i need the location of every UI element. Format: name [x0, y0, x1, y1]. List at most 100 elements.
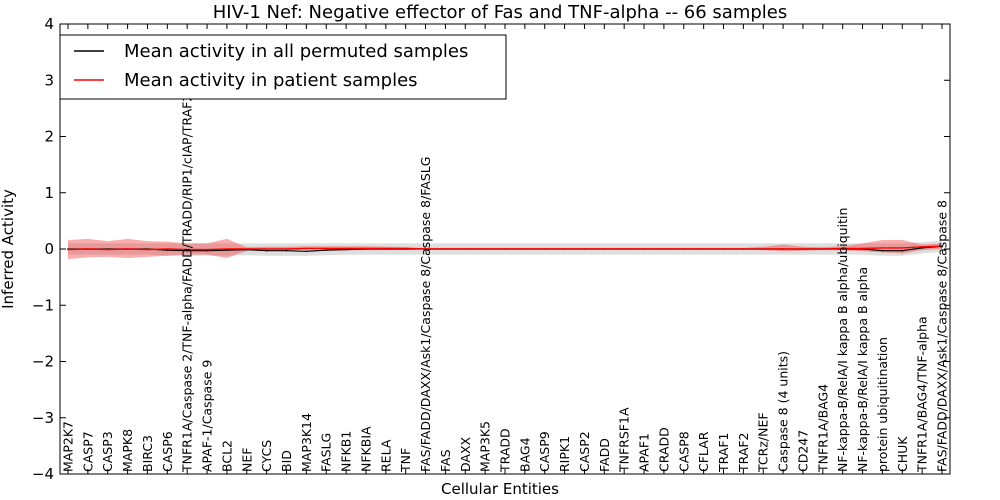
- x-tick-label: CD247: [796, 430, 811, 472]
- x-tick-label: FADD: [597, 438, 612, 472]
- series-2-point: [861, 247, 864, 250]
- x-tick-label: NFKBIA: [359, 426, 374, 472]
- legend-box: [59, 34, 507, 100]
- series-2-point: [265, 248, 268, 250]
- series-2-point: [444, 248, 447, 250]
- x-tick-label: FAS: [438, 449, 453, 472]
- y-axis-label: Inferred Activity: [0, 189, 17, 309]
- x-tick-label: APAF1: [637, 433, 652, 472]
- series-2-point: [682, 248, 685, 250]
- series-2-point: [623, 248, 625, 250]
- series-2-point: [126, 248, 129, 250]
- series-2-point: [67, 248, 69, 251]
- series-2-point: [583, 248, 586, 250]
- series-2-point: [762, 248, 765, 250]
- y-tick-label: −3: [32, 409, 54, 427]
- x-tick-label: APAF-1/Caspase 9: [200, 360, 215, 472]
- series-2-point: [484, 248, 486, 250]
- y-tick-label: −1: [32, 296, 54, 314]
- x-tick-label: RELA: [378, 439, 393, 472]
- series-2-point: [365, 247, 367, 250]
- x-tick-label: CASP9: [537, 431, 552, 472]
- x-tick-label: TRAF2: [736, 432, 751, 473]
- x-tick-label: TNFR1A/BAG4: [815, 384, 830, 473]
- x-tick-label: protein ubiquitination: [875, 337, 890, 472]
- series-2-point: [325, 247, 328, 250]
- series-2-point: [385, 247, 387, 250]
- x-tick-label: TNFR1A/Caspase 2/TNF-alpha/FADD/TRADD/RI…: [180, 94, 195, 473]
- x-tick-label: FASLG: [319, 433, 334, 472]
- series-2-point: [822, 248, 824, 250]
- series-2-point: [146, 248, 149, 251]
- y-tick-label: 2: [44, 128, 54, 146]
- series-1-point: [265, 249, 268, 252]
- series-2-point: [702, 248, 705, 250]
- series-2-point: [305, 247, 308, 250]
- x-tick-label: CASP8: [676, 431, 691, 472]
- series-2-point: [802, 248, 804, 250]
- series-2-point: [285, 248, 288, 250]
- x-tick-label: RIPK1: [557, 436, 572, 472]
- x-axis-label: Cellular Entities: [441, 480, 559, 498]
- series-2-point: [206, 248, 208, 251]
- y-tick-label: 0: [44, 240, 54, 258]
- x-tick-label: NEF: [239, 448, 254, 472]
- series-2-point: [524, 248, 526, 250]
- x-tick-label: CASP2: [577, 431, 592, 472]
- x-tick-label: MAP2K7: [61, 421, 76, 472]
- x-tick-label: BID: [279, 450, 294, 472]
- series-2-point: [464, 248, 467, 250]
- y-tick-label: 3: [44, 71, 54, 89]
- series-2-point: [901, 247, 904, 249]
- series-2-point: [742, 248, 745, 250]
- series-2-point: [166, 248, 169, 250]
- x-tick-label: FAS/FADD/DAXX/Ask1/Caspase 8/Caspase 8/F…: [418, 157, 433, 472]
- legend: Mean activity in all permuted samples Mea…: [59, 34, 507, 100]
- series-2-point: [345, 247, 347, 250]
- x-tick-label: TNFR1A/BAG4/TNF-alpha: [915, 316, 930, 473]
- y-tick-label: −4: [32, 465, 54, 483]
- series-2-point: [722, 248, 725, 250]
- x-tick-label: MAPK8: [120, 429, 135, 472]
- x-tick-label: CFLAR: [696, 431, 711, 472]
- series-1-point: [325, 249, 328, 251]
- y-tick-label: 1: [44, 184, 54, 202]
- x-tick-label: TNF: [398, 448, 413, 473]
- series-2-point: [563, 248, 566, 250]
- series-2-point: [603, 248, 606, 250]
- x-tick-label: Caspase 8 (4 units): [776, 351, 791, 472]
- series-2-point: [543, 248, 546, 250]
- series-2-point: [504, 248, 506, 250]
- x-tick-label: CASP3: [100, 431, 115, 472]
- series-1-point: [166, 249, 169, 251]
- series-1-point: [285, 249, 288, 252]
- x-tick-label: TNFRSF1A: [617, 407, 632, 473]
- series-2-point: [424, 248, 427, 250]
- x-tick-label: CASP7: [80, 431, 95, 472]
- x-tick-label: TRADD: [498, 428, 513, 473]
- x-tick-label: BIRC3: [140, 435, 155, 472]
- x-tick-label: MAP3K14: [299, 413, 314, 472]
- series-2-point: [881, 247, 884, 249]
- series-2-point: [226, 248, 228, 250]
- series-2-point: [87, 248, 89, 250]
- series-2-point: [941, 245, 943, 247]
- x-tick-label: BCL2: [219, 440, 234, 472]
- series-1-point: [305, 250, 308, 253]
- series-2-point: [404, 247, 407, 250]
- series-1-point: [226, 249, 228, 251]
- legend-label-1: Mean activity in all permuted samples: [124, 41, 468, 62]
- y-tick-label: −2: [32, 353, 54, 371]
- x-tick-label: FAS/FADD/DAXX/Ask1/Caspase 8/Caspase 8: [935, 200, 950, 472]
- series-2-point: [643, 248, 645, 250]
- series-2-point: [245, 248, 248, 250]
- x-tick-label: TRAF1: [716, 432, 731, 473]
- x-tick-label: CRADD: [656, 427, 671, 472]
- chart-title: HIV-1 Nef: Negative effector of Fas and …: [213, 2, 788, 23]
- x-tick-label: CHUK: [895, 436, 910, 472]
- x-tick-label: MAP3K5: [478, 421, 493, 472]
- series-1-point: [881, 249, 884, 252]
- x-tick-label: NF-kappa-B/RelA/I kappa B alpha: [855, 267, 870, 472]
- series-2-point: [186, 248, 188, 251]
